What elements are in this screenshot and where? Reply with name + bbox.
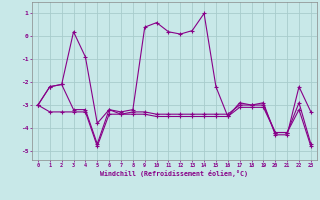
X-axis label: Windchill (Refroidissement éolien,°C): Windchill (Refroidissement éolien,°C) xyxy=(100,170,248,177)
